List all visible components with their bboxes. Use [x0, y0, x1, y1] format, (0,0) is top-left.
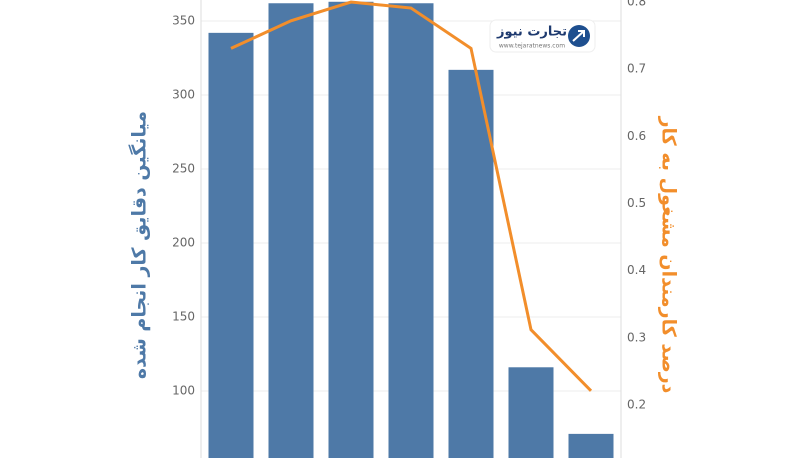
y-tick-label: 100: [172, 383, 195, 397]
y-tick-label: 200: [172, 235, 195, 249]
y-axis-title: میانگین دقایق کار انجام شده: [128, 111, 151, 379]
y-tick-label: 250: [172, 161, 195, 175]
logo: تجارت نیوز www.tejaratnews.com: [489, 19, 596, 53]
y2-tick-label: 0.6: [627, 129, 646, 143]
y2-tick-label: 0.5: [627, 196, 646, 210]
bar: [388, 3, 434, 458]
logo-url: www.tejaratnews.com: [499, 43, 565, 50]
bar: [508, 367, 554, 458]
y2-axis-title: درصد کارمندان مشغول به کار: [658, 116, 680, 394]
y2-tick-label: 0.4: [627, 263, 646, 277]
y2-tick-label: 0.2: [627, 397, 646, 411]
bar: [208, 32, 254, 458]
logo-arrow: [572, 30, 585, 42]
bar: [268, 3, 314, 458]
logo-name: تجارت نیوز: [496, 25, 567, 40]
bar: [568, 433, 614, 458]
y-tick-label: 150: [172, 309, 195, 323]
y2-tick-label: 0.7: [627, 62, 646, 76]
y2-tick-label: 0.3: [627, 330, 646, 344]
y-tick-label: 300: [172, 88, 195, 102]
bar: [448, 69, 494, 458]
y2-tick-label: 0.8: [627, 0, 646, 9]
logo-box: [489, 19, 596, 53]
line: [230, 0, 593, 392]
bar: [328, 1, 374, 458]
y-tick-label: 350: [172, 14, 195, 28]
